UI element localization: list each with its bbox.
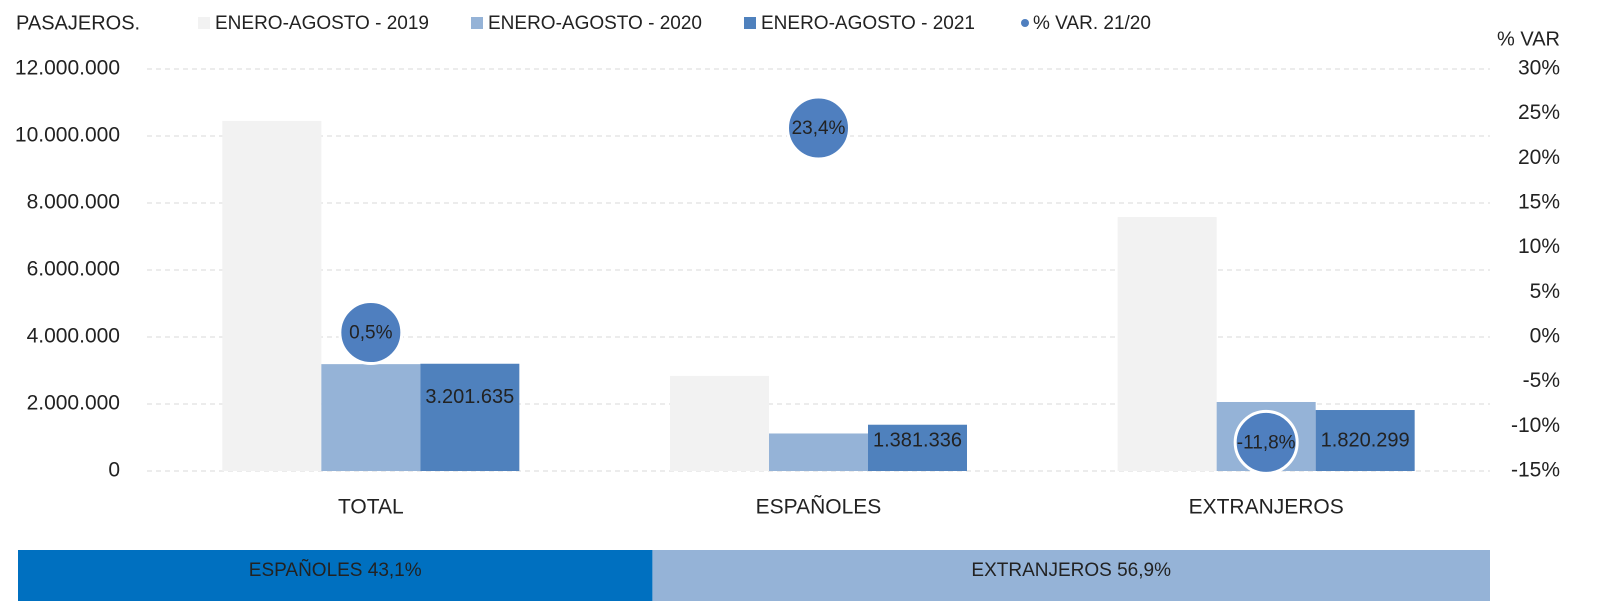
y-tick-label: 6.000.000 bbox=[27, 258, 120, 281]
bar bbox=[868, 424, 967, 471]
y2-tick-label: 0% bbox=[1530, 325, 1560, 348]
data-label: 3.201.635 bbox=[425, 386, 514, 408]
legend-label: ENERO-AGOSTO - 2019 bbox=[215, 13, 429, 34]
bar bbox=[670, 375, 769, 471]
legend-swatch bbox=[198, 17, 210, 29]
y2-tick-label: 25% bbox=[1518, 101, 1560, 124]
y-tick-label: 12.000.000 bbox=[15, 57, 120, 80]
x-tick-label: EXTRANJEROS bbox=[1189, 496, 1344, 519]
y-axis-label: PASAJEROS. bbox=[16, 12, 140, 34]
legend-swatch bbox=[471, 17, 483, 29]
legend-swatch bbox=[1021, 19, 1029, 27]
share-segment bbox=[652, 550, 1490, 601]
legend-swatch bbox=[744, 17, 756, 29]
y2-tick-label: 15% bbox=[1518, 191, 1560, 214]
data-label: 23,4% bbox=[792, 118, 846, 139]
legend-label: % VAR. 21/20 bbox=[1033, 13, 1151, 34]
y2-tick-label: 10% bbox=[1518, 235, 1560, 258]
share-label: ESPAÑOLES 43,1% bbox=[249, 559, 422, 581]
y2-tick-label: -10% bbox=[1511, 414, 1560, 437]
y2-tick-label: 30% bbox=[1518, 57, 1560, 80]
y2-axis-label: % VAR bbox=[1497, 28, 1560, 50]
bar bbox=[420, 363, 520, 471]
y-tick-label: 2.000.000 bbox=[27, 392, 120, 415]
y-tick-label: 4.000.000 bbox=[27, 325, 120, 348]
y-tick-label: 8.000.000 bbox=[27, 191, 120, 214]
var-marker bbox=[338, 300, 404, 366]
var-marker bbox=[1233, 409, 1299, 475]
y2-tick-label: -5% bbox=[1523, 369, 1560, 392]
legend-label: ENERO-AGOSTO - 2020 bbox=[488, 13, 702, 34]
x-tick-label: ESPAÑOLES bbox=[756, 495, 882, 519]
bar bbox=[222, 120, 322, 472]
data-label: 0,5% bbox=[349, 323, 392, 344]
y2-tick-label: 5% bbox=[1530, 280, 1560, 303]
bar bbox=[321, 364, 421, 471]
legend-label: ENERO-AGOSTO - 2021 bbox=[761, 13, 975, 34]
y2-tick-label: 20% bbox=[1518, 146, 1560, 169]
bar bbox=[1315, 410, 1415, 471]
x-tick-label: TOTAL bbox=[338, 496, 404, 519]
y-tick-label: 0 bbox=[108, 459, 120, 482]
share-label: EXTRANJEROS 56,9% bbox=[971, 560, 1171, 581]
bar bbox=[769, 433, 868, 471]
var-marker bbox=[786, 95, 851, 161]
y-tick-label: 10.000.000 bbox=[15, 124, 120, 147]
y2-tick-label: -15% bbox=[1511, 459, 1560, 482]
data-label: 1.820.299 bbox=[1321, 429, 1410, 451]
data-label: 1.381.336 bbox=[873, 429, 962, 451]
bar bbox=[1117, 217, 1217, 471]
data-label: -11,8% bbox=[1237, 432, 1296, 453]
share-segment bbox=[18, 550, 653, 601]
